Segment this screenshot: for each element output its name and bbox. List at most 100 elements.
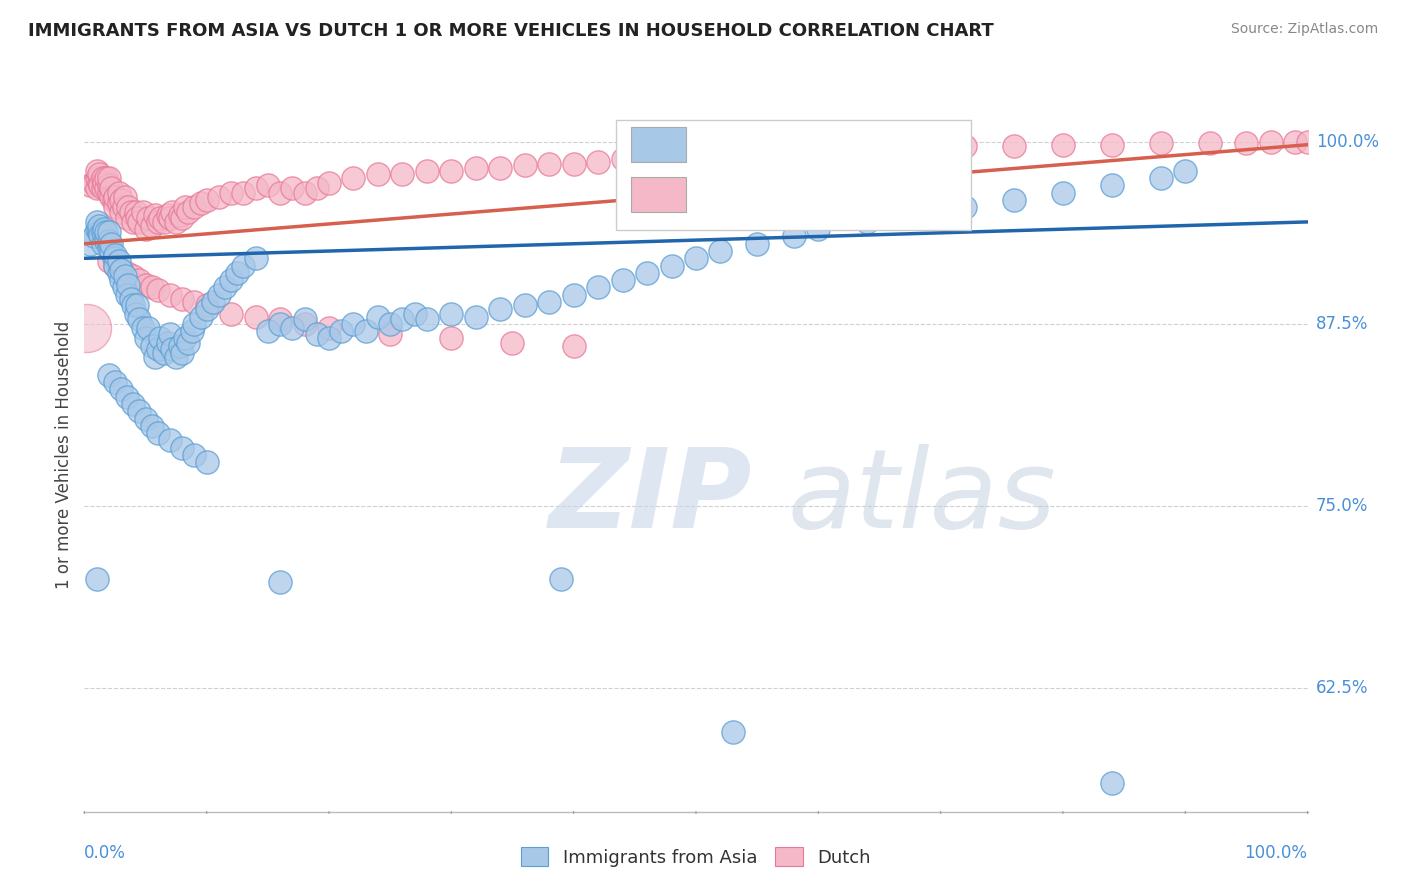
Point: [91, 236, 114, 251]
Bar: [631, 127, 686, 162]
Point: [1101, 775, 1123, 789]
Point: [93, 222, 115, 236]
Point: [93, 176, 115, 190]
Point: [219, 307, 242, 321]
Point: [87, 219, 110, 234]
Point: [1284, 135, 1306, 149]
Point: [104, 248, 127, 262]
Point: [114, 268, 136, 283]
Point: [125, 204, 148, 219]
Point: [125, 211, 148, 225]
Point: [953, 139, 976, 153]
Point: [136, 321, 159, 335]
Point: [135, 411, 157, 425]
Point: [1150, 136, 1173, 151]
Point: [905, 141, 928, 155]
Point: [269, 574, 291, 589]
Point: [97, 254, 120, 268]
Point: [501, 335, 523, 350]
Point: [110, 263, 132, 277]
Point: [97, 225, 120, 239]
Point: [86, 215, 108, 229]
Point: [1260, 135, 1282, 149]
Point: [1234, 136, 1257, 151]
Point: [318, 331, 340, 345]
Point: [367, 310, 389, 324]
Point: [112, 200, 135, 214]
Point: [83, 176, 105, 190]
Point: [1101, 178, 1123, 193]
Point: [1150, 171, 1173, 186]
Point: [562, 287, 585, 301]
Point: [685, 149, 707, 163]
Point: [1198, 136, 1220, 151]
Point: [636, 266, 658, 280]
Point: [159, 434, 181, 448]
Point: [783, 229, 806, 244]
Point: [100, 181, 122, 195]
Point: [513, 158, 536, 172]
Point: [125, 307, 148, 321]
Point: [464, 310, 486, 324]
Point: [783, 144, 806, 158]
Point: [141, 418, 163, 433]
Point: [173, 200, 195, 214]
Point: [183, 200, 205, 214]
Point: [107, 266, 129, 280]
Point: [79, 178, 101, 193]
Point: [159, 287, 181, 301]
Point: [122, 215, 145, 229]
Point: [87, 176, 110, 190]
FancyBboxPatch shape: [616, 120, 972, 230]
Point: [330, 324, 353, 338]
Point: [342, 171, 364, 186]
Point: [612, 153, 634, 167]
Point: [96, 225, 118, 239]
Point: [115, 287, 138, 301]
Point: [195, 455, 218, 469]
Point: [141, 280, 163, 294]
Text: 75.0%: 75.0%: [1316, 497, 1368, 515]
Point: [709, 244, 731, 258]
Point: [1052, 137, 1074, 152]
Point: [87, 225, 110, 239]
Point: [97, 186, 120, 200]
Point: [416, 312, 439, 326]
Point: [110, 204, 132, 219]
Point: [513, 298, 536, 312]
Point: [232, 186, 254, 200]
Point: [76, 321, 98, 335]
Point: [132, 204, 155, 219]
Point: [183, 295, 205, 310]
Point: [208, 190, 231, 204]
Point: [120, 204, 142, 219]
Point: [201, 295, 224, 310]
Point: [245, 181, 267, 195]
Point: [721, 724, 744, 739]
Point: [159, 211, 181, 225]
Point: [110, 273, 132, 287]
Point: [96, 181, 118, 195]
Point: [318, 321, 340, 335]
Point: [115, 390, 138, 404]
Point: [232, 259, 254, 273]
Point: [661, 149, 683, 163]
Point: [169, 339, 191, 353]
Point: [1101, 137, 1123, 152]
Point: [107, 196, 129, 211]
Point: [294, 317, 316, 331]
Point: [135, 277, 157, 292]
Point: [83, 229, 105, 244]
Text: R = 0.594: R = 0.594: [700, 186, 797, 203]
Point: [305, 181, 328, 195]
Point: [104, 259, 127, 273]
Point: [245, 252, 267, 266]
Point: [257, 178, 280, 193]
Bar: [631, 177, 686, 212]
Point: [128, 404, 150, 418]
Point: [86, 164, 108, 178]
Point: [146, 426, 169, 441]
Point: [104, 259, 127, 273]
Text: Source: ZipAtlas.com: Source: ZipAtlas.com: [1230, 22, 1378, 37]
Point: [107, 254, 129, 268]
